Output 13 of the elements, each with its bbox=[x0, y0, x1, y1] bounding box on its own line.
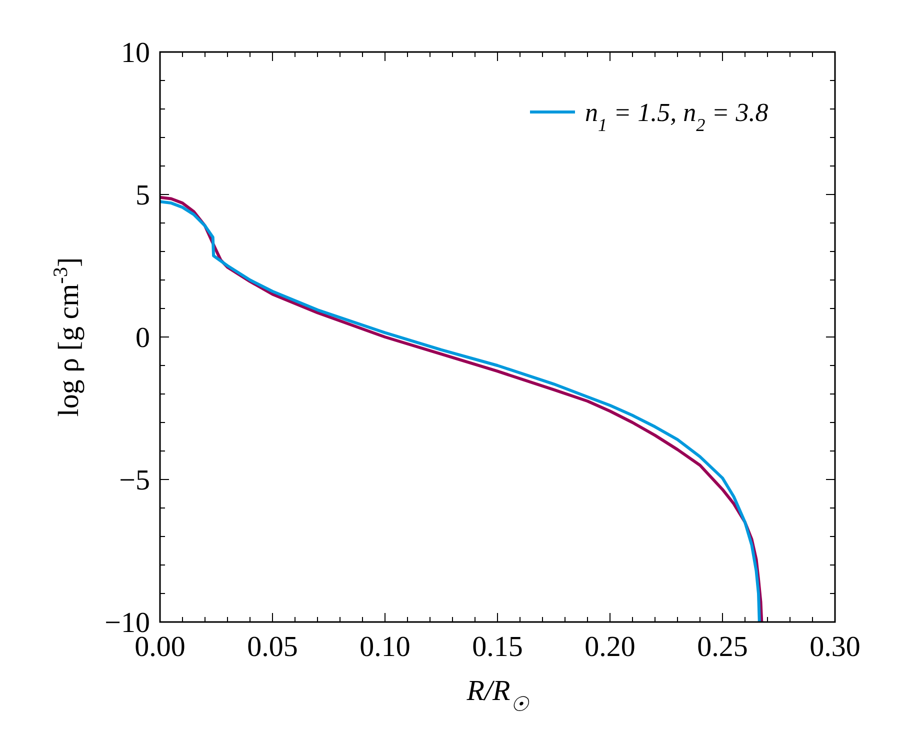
y-tick-label: 0 bbox=[136, 322, 150, 354]
x-axis-title: R/R$_{☉}$ bbox=[466, 675, 530, 716]
y-tick-label: 10 bbox=[121, 37, 150, 69]
legend-label: n$_{1}$ = 1.5, n$_{2}$ = 3.8 bbox=[585, 98, 768, 135]
x-tick-label: 0.05 bbox=[247, 631, 298, 663]
x-tick-label: 0.20 bbox=[584, 631, 636, 663]
x-tick-label: 0.25 bbox=[697, 631, 748, 663]
x-tick-label: 0.30 bbox=[810, 631, 860, 663]
x-tick-label: 0.00 bbox=[134, 631, 186, 663]
y-tick-label: 5 bbox=[136, 180, 150, 212]
x-tick-label: 0.10 bbox=[360, 631, 410, 663]
y-tick-label: −5 bbox=[119, 464, 150, 496]
x-tick-label: 0.15 bbox=[472, 631, 523, 663]
